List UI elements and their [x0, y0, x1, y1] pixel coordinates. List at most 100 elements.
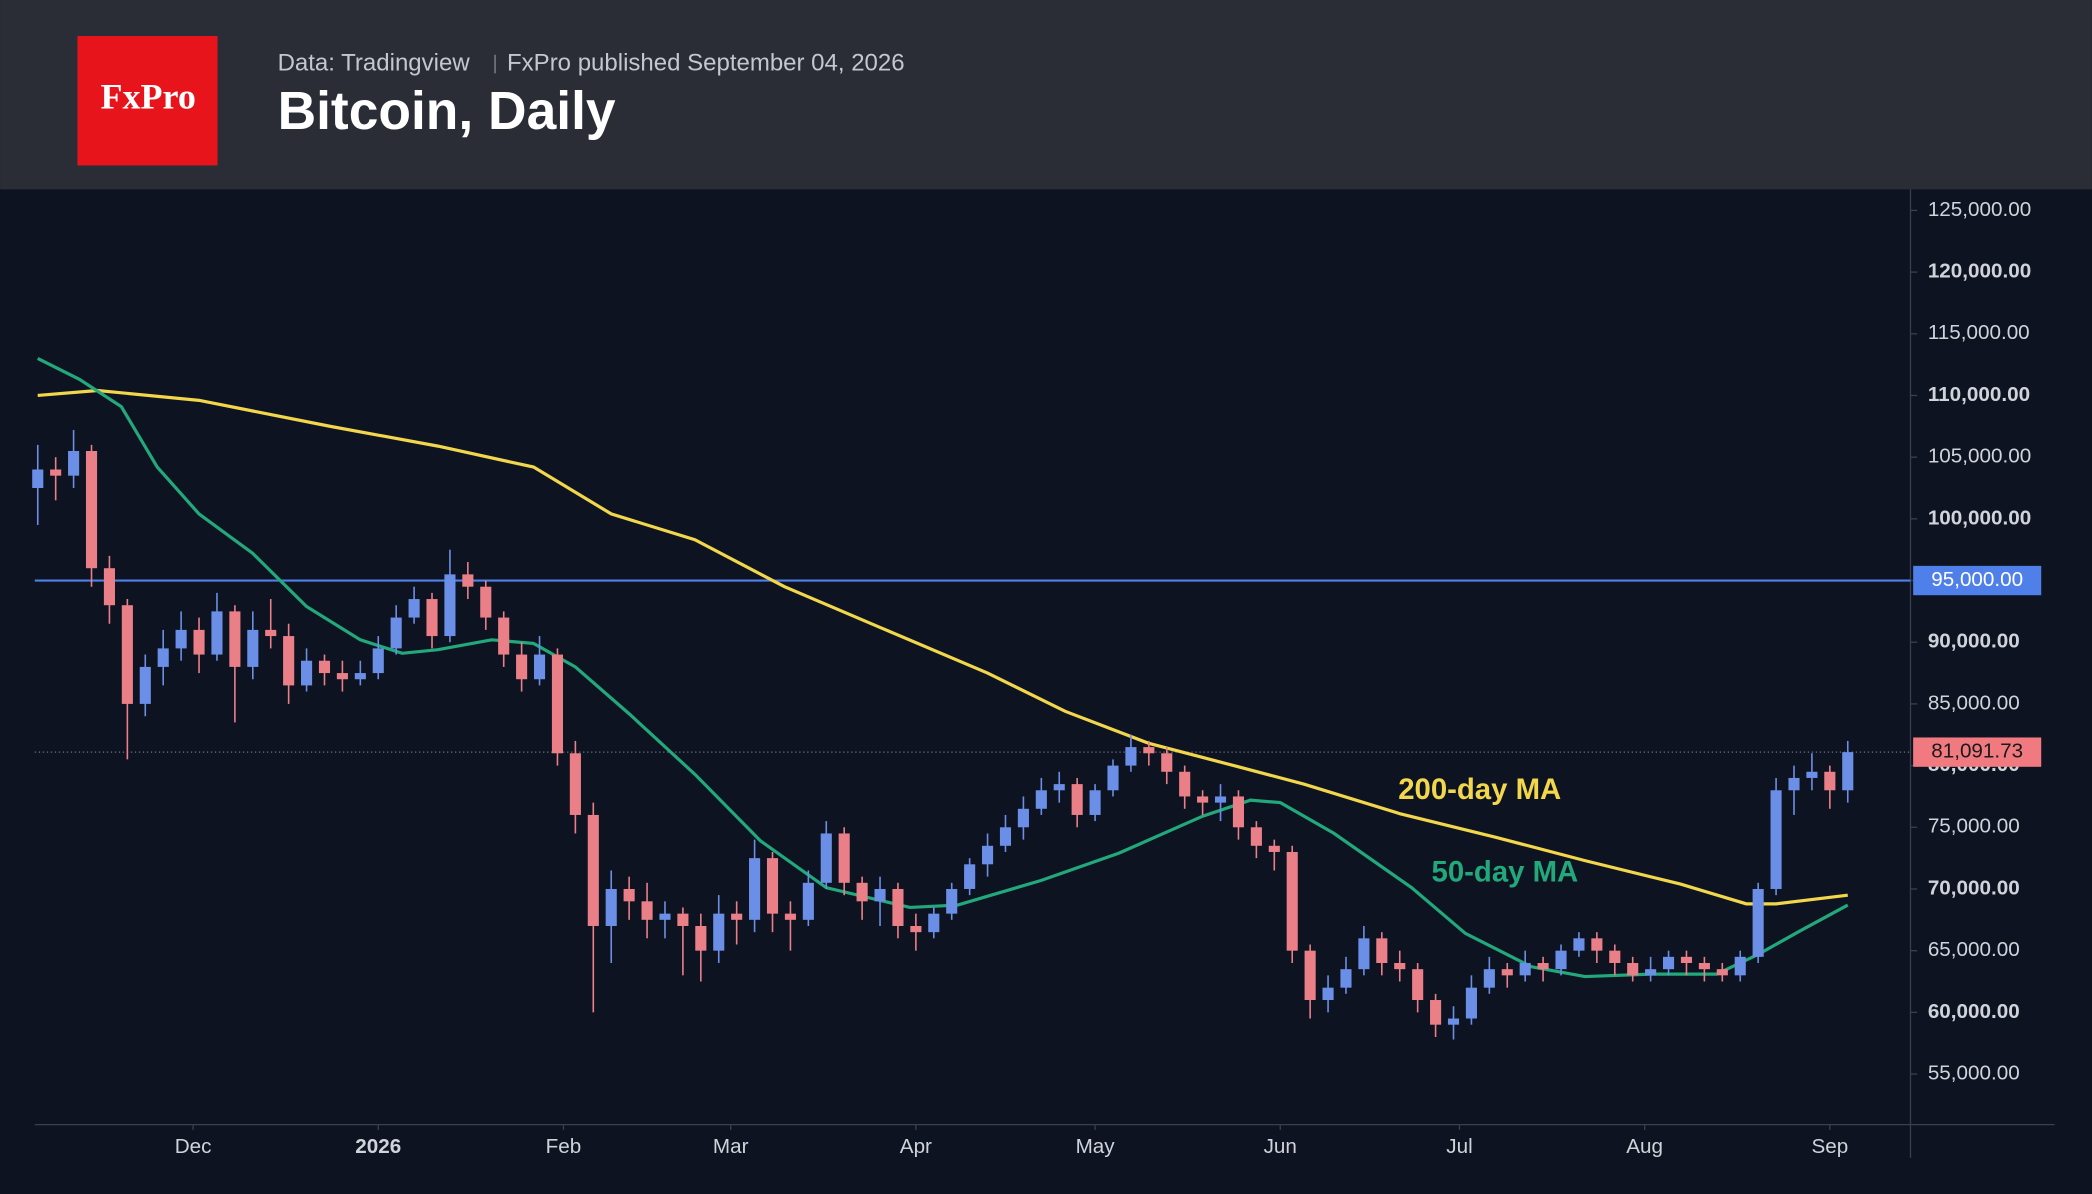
moving-average-line — [37, 388, 1848, 906]
candle-body — [498, 617, 510, 655]
candle-body — [874, 888, 886, 902]
candle-body — [1053, 784, 1065, 791]
candle-body — [1662, 956, 1675, 970]
x-tick-label: Apr — [900, 1135, 932, 1158]
last-price-label: 81,091.73 — [1931, 740, 2023, 763]
x-tick-label: Mar — [713, 1135, 749, 1158]
candle-body — [426, 599, 438, 637]
y-tick-label: 125,000.00 — [1928, 198, 2031, 221]
candle-body — [1143, 747, 1155, 754]
candle-body — [802, 882, 814, 920]
candle-body — [1698, 963, 1710, 970]
candle-body — [265, 629, 277, 637]
candle-body — [749, 858, 761, 920]
candle-body — [731, 913, 743, 920]
x-tick-label: Feb — [546, 1135, 582, 1158]
candle-body — [1161, 753, 1173, 772]
candle-body — [1806, 771, 1818, 778]
candle-body — [283, 636, 295, 686]
candle-body — [1412, 969, 1424, 1001]
candle-body — [856, 882, 868, 902]
candle-body — [641, 901, 653, 920]
series-label: 50-day MA — [1432, 856, 1579, 889]
candle-body — [50, 469, 62, 476]
source: Data: Tradingview — [278, 49, 471, 76]
candle-body — [301, 660, 313, 686]
candle-body — [623, 888, 635, 902]
candle-body — [1555, 950, 1567, 970]
candle-body — [928, 913, 940, 933]
candle-body — [103, 568, 115, 606]
candle-body — [892, 888, 904, 926]
candle-body — [229, 611, 241, 667]
candle-body — [1071, 784, 1083, 815]
candle-body — [551, 654, 564, 754]
candle-body — [1824, 771, 1836, 791]
candle-body — [175, 629, 187, 649]
candle-body — [1447, 1018, 1460, 1025]
y-tick-label: 115,000.00 — [1928, 321, 2030, 344]
candle-body — [1035, 790, 1047, 809]
candle-body — [1017, 808, 1029, 828]
y-tick-label: 90,000.00 — [1928, 630, 2020, 653]
candle-body — [1286, 851, 1298, 951]
level-label: 95,000.00 — [1931, 568, 2023, 591]
candle-body — [372, 648, 384, 674]
candle-body — [964, 864, 976, 889]
candle-body — [1752, 888, 1764, 957]
candle-body — [695, 925, 707, 951]
candle-body — [784, 913, 796, 920]
candle-body — [1358, 938, 1370, 970]
candle-body — [1537, 963, 1549, 970]
candle-body — [444, 574, 456, 637]
candle-body — [533, 654, 546, 680]
candle-body — [1465, 987, 1477, 1019]
y-tick-label: 120,000.00 — [1928, 260, 2031, 283]
level-label-box — [1913, 565, 2042, 596]
candle-body — [247, 629, 259, 667]
candle-body — [605, 888, 617, 926]
x-tick-label: Jun — [1264, 1135, 1297, 1158]
candle-body — [1322, 987, 1334, 1001]
candle-body — [677, 913, 689, 926]
logo-box — [77, 36, 218, 166]
candle-body — [157, 648, 169, 667]
candle-body — [1394, 963, 1406, 970]
candle-body — [713, 913, 725, 951]
published: FxPro published September 04, 2026 — [507, 49, 905, 76]
candle-body — [1483, 969, 1495, 988]
candle-body — [1179, 771, 1191, 797]
y-tick-label: 75,000.00 — [1928, 815, 2020, 838]
moving-average-line — [36, 357, 1849, 979]
candle-body — [1501, 969, 1513, 976]
candle-body — [946, 888, 958, 914]
y-tick-label: 55,000.00 — [1928, 1061, 2020, 1084]
plot-background — [0, 189, 2092, 1194]
candle-body — [1734, 956, 1746, 976]
candle-body — [1716, 969, 1728, 976]
candle-body — [1519, 963, 1531, 976]
candle-body — [336, 673, 348, 680]
candle-body — [910, 925, 922, 933]
candle-body — [121, 605, 133, 704]
candle-body — [659, 913, 671, 920]
x-tick-label: Jul — [1446, 1135, 1472, 1158]
candle-body — [68, 450, 80, 476]
candle-body — [1788, 777, 1800, 791]
candle-body — [354, 673, 366, 680]
x-tick-label: 2026 — [355, 1135, 401, 1158]
candle-body — [1304, 950, 1316, 1001]
candle-body — [1645, 969, 1657, 976]
candle-body — [1842, 752, 1854, 791]
candle-body — [838, 833, 850, 883]
y-tick-label: 60,000.00 — [1928, 1000, 2020, 1023]
candle-body — [1770, 790, 1782, 889]
candle-body — [820, 833, 832, 883]
candle-body — [1125, 747, 1137, 766]
candle-body — [408, 599, 420, 618]
candle-body — [1430, 1000, 1442, 1025]
candle-body — [1214, 796, 1227, 803]
chart-title: Bitcoin, Daily — [278, 82, 616, 141]
